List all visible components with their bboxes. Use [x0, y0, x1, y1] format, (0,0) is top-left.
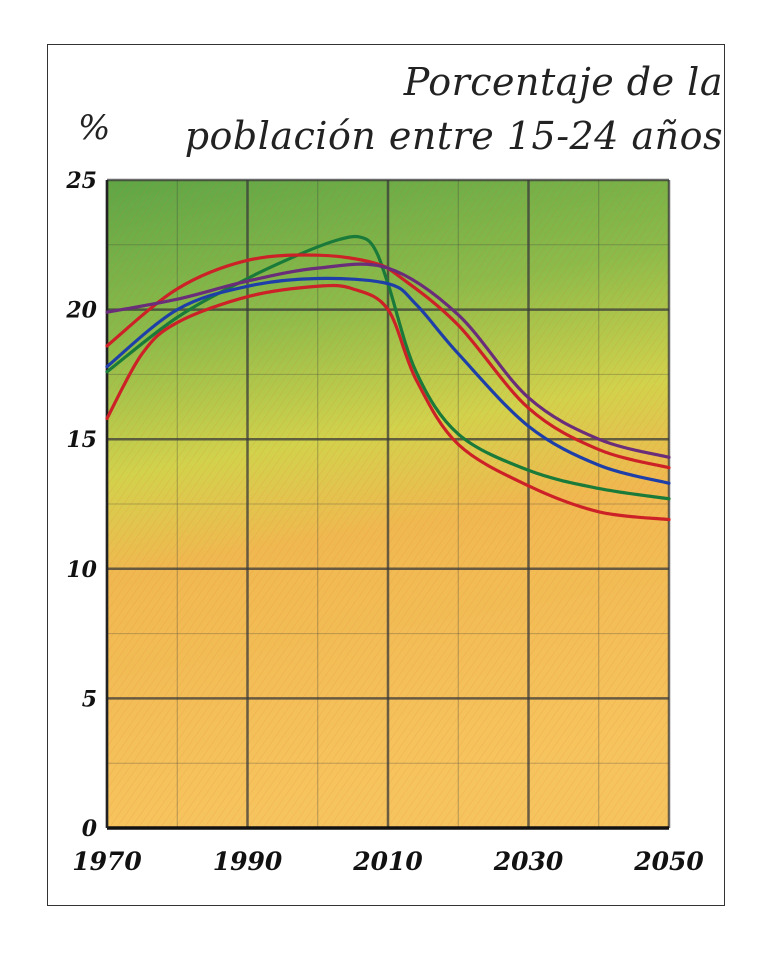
- y-tick-label: 20: [65, 298, 97, 324]
- x-tick-label: 1970: [72, 847, 142, 876]
- y-tick-label: 15: [66, 427, 97, 453]
- x-tick-label: 2050: [633, 847, 704, 876]
- figure-frame: [47, 44, 725, 906]
- x-tick-label: 1990: [213, 847, 283, 876]
- axes: [105, 180, 669, 830]
- chart-title-line1: Porcentaje de la: [403, 60, 723, 104]
- series-line-rojo-bajo: [105, 283, 671, 522]
- data-series: [105, 234, 671, 522]
- chart-title-line2: población entre 15-24 años: [184, 114, 723, 158]
- tick-labels: 1970 1990 2010 2030 2050 0 5 10 15 20 25: [65, 168, 704, 876]
- y-unit-label: %: [78, 108, 111, 148]
- x-tick-label: 2030: [493, 847, 564, 876]
- y-tick-label: 10: [66, 557, 97, 583]
- series-line-azul: [105, 276, 671, 485]
- y-tick-label: 5: [82, 686, 97, 712]
- y-tick-label: 0: [82, 816, 98, 842]
- y-tick-label: 25: [65, 168, 97, 194]
- x-tick-label: 2010: [352, 847, 423, 876]
- series-line-morado: [105, 262, 671, 459]
